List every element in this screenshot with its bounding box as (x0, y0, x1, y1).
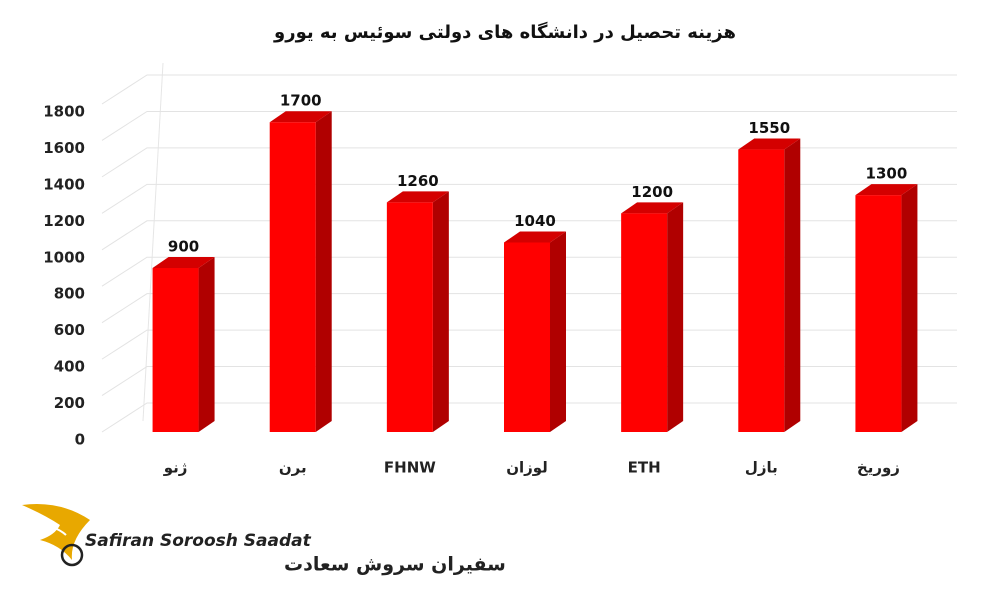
y-tick-label: 200 (54, 394, 85, 412)
bar-top (738, 138, 801, 150)
bar (738, 138, 801, 433)
value-label: 900 (168, 238, 199, 256)
bar (269, 111, 332, 432)
bar-top (855, 184, 918, 196)
x-tick-label: FHNW (384, 459, 436, 477)
x-tick-label: برن (279, 459, 307, 477)
chart-title: هزینه تحصیل در دانشگاه های دولتی سوئیس ب… (273, 21, 736, 43)
y-tick-label: 1800 (43, 103, 85, 121)
bar-side (432, 191, 449, 432)
bar-front (504, 242, 550, 432)
bar-side (667, 202, 684, 432)
y-tick-label: 1200 (43, 212, 85, 230)
bar-top (621, 202, 684, 214)
logo-name-fa: سفیران سروش سعادت (284, 554, 506, 576)
value-label: 1300 (866, 165, 908, 183)
x-tick-label: ژنو (163, 459, 188, 477)
value-label: 1700 (280, 92, 322, 110)
grid-line (101, 220, 957, 251)
bar-side (315, 111, 332, 432)
y-tick-label: 400 (54, 358, 85, 376)
grid-line (101, 183, 957, 214)
grid-line (101, 147, 957, 178)
bar (386, 191, 449, 432)
bar-top (504, 231, 566, 243)
bar (504, 231, 566, 432)
x-tick-label: بازل (745, 459, 778, 477)
bar-top (152, 257, 215, 268)
grid-line (101, 293, 957, 324)
logo-name-en: Safiran Soroosh Saadat (85, 531, 312, 551)
bar-side (198, 257, 215, 432)
logo-stripe (29, 521, 67, 536)
bar-front (738, 149, 785, 433)
value-label: 1040 (514, 212, 556, 230)
bar-front (386, 202, 433, 432)
x-tick-label: لوزان (506, 459, 548, 477)
y-tick-label: 1600 (43, 139, 85, 157)
grid-line (101, 74, 957, 105)
value-label: 1200 (631, 183, 673, 201)
grid-line (101, 366, 957, 396)
logo: Safiran Soroosh Saadat سفیران سروش سعادت (22, 504, 506, 576)
bar (855, 184, 918, 432)
bar-top (269, 111, 332, 123)
bar (621, 202, 684, 432)
grid-line (101, 402, 957, 433)
bar-side (784, 138, 801, 433)
y-tick-label: 1400 (43, 175, 85, 193)
back-wall-edge (142, 62, 164, 422)
y-tick-label: 800 (54, 285, 85, 303)
bar-side (550, 231, 566, 432)
y-tick-label: 0 (75, 431, 85, 449)
bar (152, 257, 215, 432)
bar-front (152, 268, 199, 432)
bar-top (386, 191, 449, 203)
logo-ring (60, 543, 84, 567)
x-tick-label: ETH (628, 459, 661, 477)
logo-wing (22, 504, 90, 560)
y-tick-label: 600 (54, 321, 85, 339)
y-tick-label: 1000 (43, 248, 85, 266)
x-tick-label: زوریخ (857, 459, 900, 477)
grid-line (101, 110, 957, 141)
bar-front (269, 122, 316, 432)
bar-front (621, 213, 668, 432)
bar-side (901, 184, 918, 432)
value-label: 1550 (748, 119, 790, 137)
grid-line (101, 256, 957, 287)
grid-line (101, 329, 957, 360)
value-label: 1260 (397, 172, 439, 190)
bar-front (855, 195, 902, 432)
